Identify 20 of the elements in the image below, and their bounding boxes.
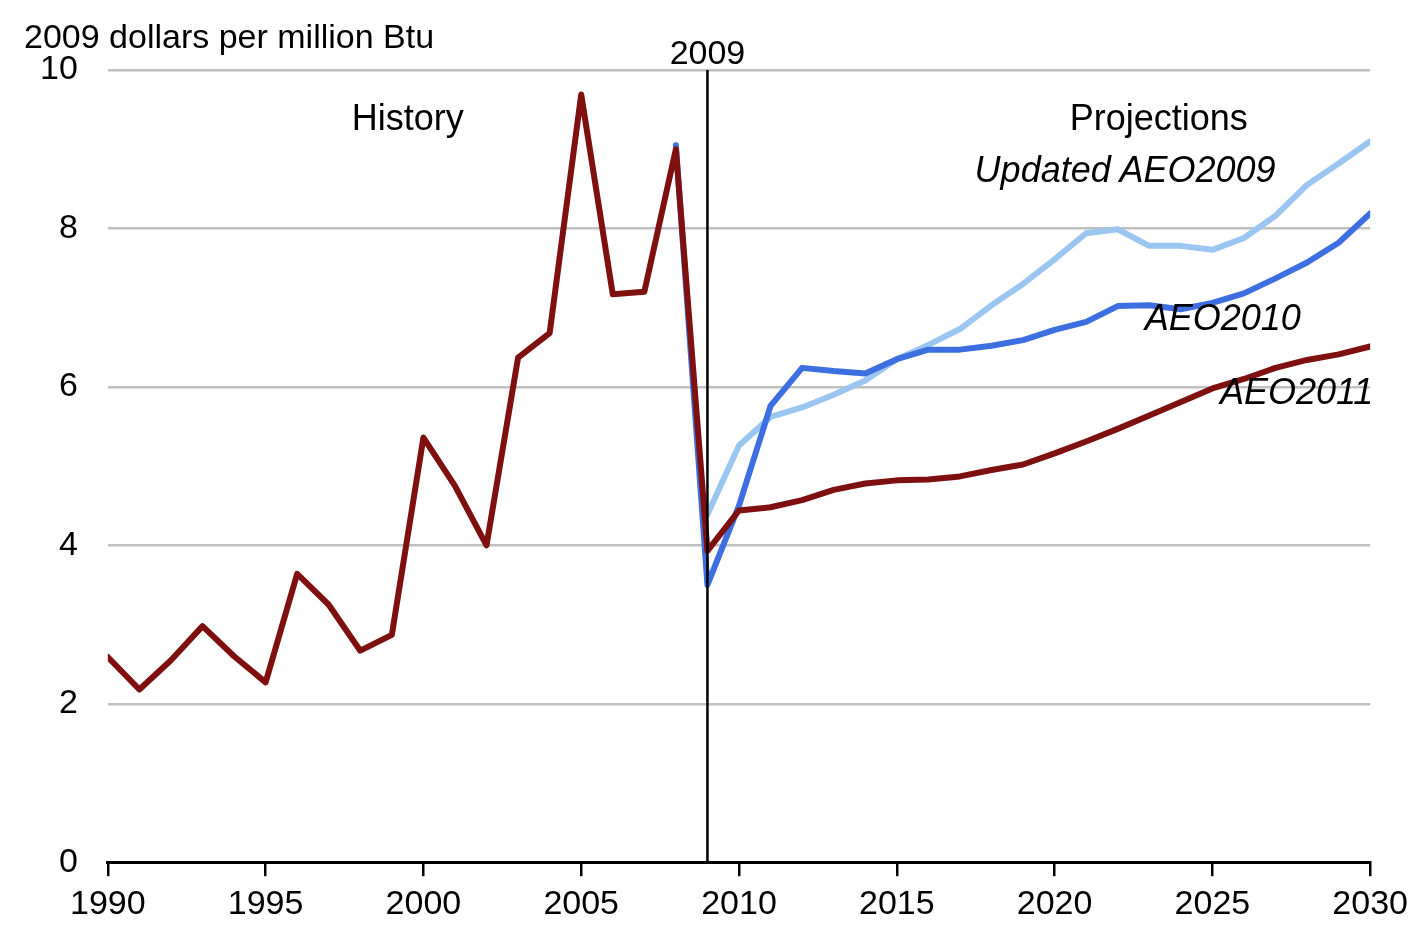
x-tick-label: 2000: [385, 882, 462, 921]
ref-line-label: 2009: [669, 33, 746, 72]
annotation: History: [351, 96, 464, 138]
y-tick-label: 6: [58, 365, 78, 404]
x-tick-label: 2010: [701, 882, 777, 921]
x-tick-label: 1990: [70, 882, 146, 921]
series-label: AEO2011: [1217, 371, 1374, 413]
x-tick-label: 1995: [227, 882, 304, 921]
y-tick-label: 8: [58, 206, 78, 245]
x-tick-label: 2005: [543, 882, 620, 921]
y-tick-label: 2: [58, 682, 78, 721]
annotation: Projections: [1069, 96, 1248, 138]
series-label: Updated AEO2009: [974, 148, 1276, 190]
x-tick-label: 2030: [1332, 882, 1408, 921]
y-tick-label: 0: [58, 840, 78, 879]
y-tick-label: 4: [58, 523, 78, 562]
x-tick-label: 2020: [1016, 882, 1093, 921]
x-tick-label: 2015: [858, 882, 935, 921]
series-label: AEO2010: [1142, 297, 1301, 339]
x-tick-label: 2025: [1174, 882, 1251, 921]
